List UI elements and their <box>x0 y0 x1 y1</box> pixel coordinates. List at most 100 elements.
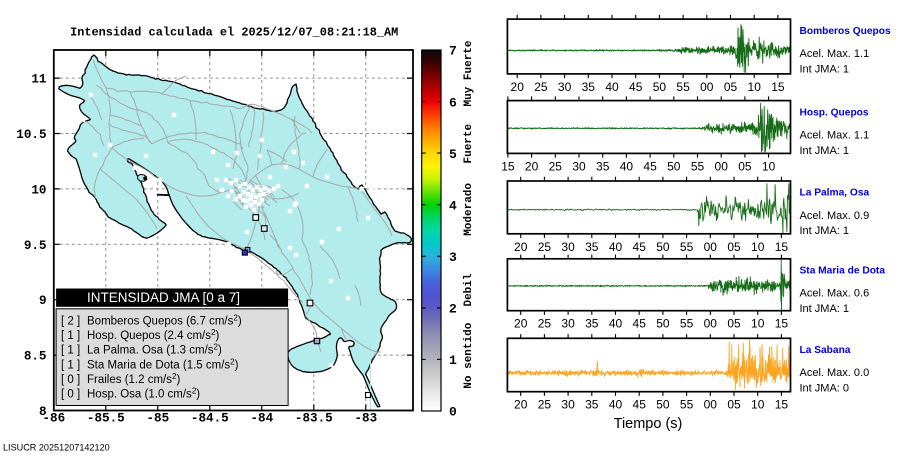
svg-text:6: 6 <box>449 95 457 110</box>
svg-text:00: 00 <box>700 80 714 94</box>
svg-text:45: 45 <box>643 159 657 173</box>
svg-text:50: 50 <box>656 240 670 254</box>
svg-text:-86: -86 <box>42 412 65 426</box>
svg-text:35: 35 <box>596 159 610 173</box>
svg-text:05: 05 <box>724 80 738 94</box>
svg-text:25: 25 <box>534 80 548 94</box>
svg-text:Tiempo (s): Tiempo (s) <box>614 416 683 432</box>
svg-text:30: 30 <box>561 317 575 331</box>
svg-text:Hosp. Quepos (2.4 cm/s2): Hosp. Quepos (2.4 cm/s2) <box>87 328 219 342</box>
svg-text:05: 05 <box>727 240 741 254</box>
svg-text:00: 00 <box>704 317 718 331</box>
svg-text:Debil: Debil <box>463 273 475 306</box>
svg-text:40: 40 <box>609 240 623 254</box>
svg-text:25: 25 <box>538 317 552 331</box>
svg-text:No sentido: No sentido <box>463 322 475 388</box>
svg-text:8: 8 <box>39 405 47 419</box>
svg-text:Fuerte: Fuerte <box>463 123 475 163</box>
svg-text:55: 55 <box>680 240 694 254</box>
svg-text:0: 0 <box>449 405 457 420</box>
svg-text:25: 25 <box>538 240 552 254</box>
svg-text:Acel. Max. 1.1: Acel. Max. 1.1 <box>800 48 870 60</box>
svg-text:10: 10 <box>762 159 776 173</box>
svg-text:55: 55 <box>680 317 694 331</box>
svg-text:05: 05 <box>738 159 752 173</box>
svg-text:25: 25 <box>549 159 563 173</box>
svg-text:[ 0 ]: [ 0 ] <box>61 374 80 386</box>
svg-text:10: 10 <box>748 80 762 94</box>
svg-text:00: 00 <box>715 159 729 173</box>
svg-text:30: 30 <box>561 240 575 254</box>
svg-text:Frailes (1.2 cm/s2): Frailes (1.2 cm/s2) <box>87 372 180 386</box>
svg-text:4: 4 <box>449 198 457 213</box>
svg-text:-83: -83 <box>354 412 377 426</box>
svg-text:-84: -84 <box>250 412 273 426</box>
svg-text:10: 10 <box>751 317 765 331</box>
svg-text:-83.5: -83.5 <box>295 412 333 426</box>
svg-text:Moderado: Moderado <box>463 183 475 236</box>
svg-text:Muy Fuerte: Muy Fuerte <box>463 40 475 106</box>
svg-text:La Palma, Osa: La Palma, Osa <box>800 188 870 199</box>
svg-text:35: 35 <box>585 240 599 254</box>
svg-text:55: 55 <box>676 80 690 94</box>
svg-text:35: 35 <box>585 317 599 331</box>
svg-text:20: 20 <box>514 317 528 331</box>
svg-text:Int JMA: 1: Int JMA: 1 <box>800 145 850 157</box>
svg-text:11: 11 <box>31 73 47 87</box>
svg-text:30: 30 <box>558 80 572 94</box>
svg-text:Hosp. Osa (1.0 cm/s2): Hosp. Osa (1.0 cm/s2) <box>87 387 200 401</box>
svg-text:Hosp. Quepos: Hosp. Quepos <box>800 107 869 118</box>
svg-text:40: 40 <box>609 398 623 412</box>
svg-text:Acel. Max. 0.9: Acel. Max. 0.9 <box>800 210 870 222</box>
svg-text:05: 05 <box>727 317 741 331</box>
svg-text:Acel. Max. 0.0: Acel. Max. 0.0 <box>800 367 870 379</box>
svg-text:-85: -85 <box>146 412 169 426</box>
svg-text:20: 20 <box>525 159 539 173</box>
svg-text:[ 1 ]: [ 1 ] <box>61 345 80 357</box>
svg-text:Int JMA: 0: Int JMA: 0 <box>800 383 850 395</box>
svg-text:15: 15 <box>775 398 789 412</box>
svg-text:10: 10 <box>31 183 46 197</box>
svg-text:45: 45 <box>633 317 647 331</box>
svg-text:7: 7 <box>449 44 457 59</box>
svg-text:-84.5: -84.5 <box>191 412 229 426</box>
svg-text:10.5: 10.5 <box>16 128 46 142</box>
svg-text:Int JMA: 1: Int JMA: 1 <box>800 303 850 315</box>
svg-text:15: 15 <box>501 159 515 173</box>
svg-text:8.5: 8.5 <box>24 350 47 364</box>
svg-text:55: 55 <box>691 159 705 173</box>
svg-text:50: 50 <box>656 317 670 331</box>
svg-text:9.5: 9.5 <box>24 239 47 253</box>
svg-text:50: 50 <box>667 159 681 173</box>
svg-text:45: 45 <box>633 240 647 254</box>
svg-text:Bomberos Quepos: Bomberos Quepos <box>800 26 891 37</box>
svg-text:25: 25 <box>538 398 552 412</box>
svg-text:40: 40 <box>605 80 619 94</box>
svg-text:INTENSIDAD JMA [0 a 7]: INTENSIDAD JMA [0 a 7] <box>87 290 240 305</box>
svg-text:Bomberos Quepos (6.7 cm/s2): Bomberos Quepos (6.7 cm/s2) <box>87 314 242 328</box>
svg-text:5: 5 <box>449 147 457 162</box>
svg-text:30: 30 <box>561 398 575 412</box>
svg-text:40: 40 <box>620 159 634 173</box>
svg-text:05: 05 <box>727 398 741 412</box>
svg-text:Intensidad calculada el 2025/1: Intensidad calculada el 2025/12/07_08:21… <box>70 26 398 40</box>
svg-text:-85.5: -85.5 <box>87 412 125 426</box>
svg-text:Acel. Max. 1.1: Acel. Max. 1.1 <box>800 129 870 141</box>
svg-text:[ 1 ]: [ 1 ] <box>61 330 80 342</box>
svg-text:[ 1 ]: [ 1 ] <box>61 359 80 371</box>
svg-text:45: 45 <box>629 80 643 94</box>
svg-text:Sta Maria de Dota: Sta Maria de Dota <box>800 266 886 277</box>
svg-text:30: 30 <box>572 159 586 173</box>
svg-text:50: 50 <box>656 398 670 412</box>
svg-text:20: 20 <box>511 80 525 94</box>
svg-text:Acel. Max. 0.6: Acel. Max. 0.6 <box>800 288 870 300</box>
svg-text:15: 15 <box>775 317 789 331</box>
svg-text:10: 10 <box>751 398 765 412</box>
svg-text:15: 15 <box>775 240 789 254</box>
svg-text:La Palma. Osa (1.3 cm/s2): La Palma. Osa (1.3 cm/s2) <box>87 343 222 357</box>
svg-text:20: 20 <box>514 398 528 412</box>
svg-text:00: 00 <box>704 240 718 254</box>
svg-text:40: 40 <box>609 317 623 331</box>
svg-text:10: 10 <box>751 240 765 254</box>
svg-text:20: 20 <box>514 240 528 254</box>
